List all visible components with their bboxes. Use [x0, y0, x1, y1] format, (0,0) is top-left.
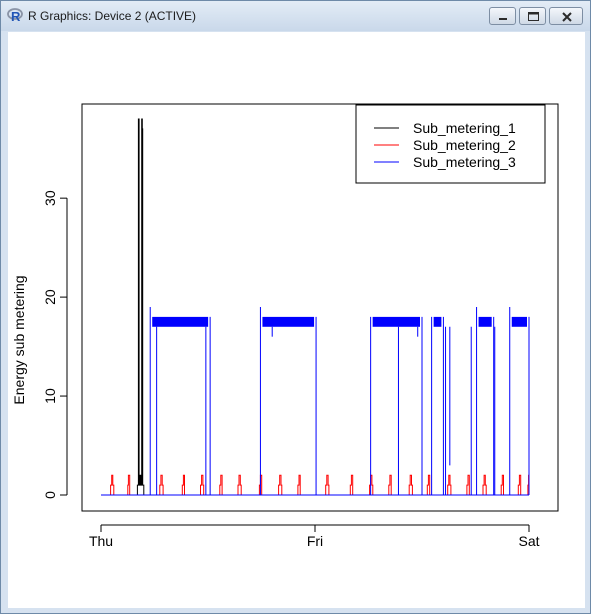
series-sub-metering-3 — [101, 307, 530, 496]
series-block-edge — [509, 307, 530, 495]
legend-item: Sub_metering_1 — [374, 120, 516, 136]
energy-plot: 0 10 20 30 Thu Fri Sat Energy sub metering Su… — [11, 103, 559, 549]
minimize-button[interactable] — [489, 7, 516, 25]
legend-item: Sub_metering_3 — [374, 154, 516, 170]
close-button[interactable] — [549, 7, 583, 25]
series-block-edge — [259, 307, 317, 495]
legend-item: Sub_metering_2 — [374, 137, 516, 153]
series-block — [511, 316, 527, 327]
y-tick-label: 30 — [42, 190, 58, 206]
series-block — [152, 316, 209, 327]
window-title: R Graphics: Device 2 (ACTIVE) — [28, 9, 197, 23]
series-block — [372, 316, 420, 327]
legend-box — [355, 104, 546, 184]
series-sub-metering-1 — [101, 118, 529, 496]
graphics-canvas: 0 10 20 30 Thu Fri Sat Energy sub metering Su… — [8, 32, 585, 608]
minimize-icon — [499, 18, 507, 20]
r-logo-icon: R — [7, 8, 23, 23]
close-icon — [562, 12, 572, 22]
title-bar[interactable]: R R Graphics: Device 2 (ACTIVE) — [1, 1, 590, 31]
legend-label: Sub_metering_2 — [413, 137, 516, 153]
y-tick-label: 0 — [42, 491, 58, 499]
y-axis-label: Energy sub metering — [11, 275, 27, 404]
series-line — [101, 474, 530, 496]
series-block-edge — [370, 316, 423, 495]
series-block — [478, 316, 492, 327]
y-tick-label: 10 — [42, 388, 58, 404]
y-axis: 0 10 20 30 — [42, 190, 68, 499]
x-tick-label: Fri — [307, 533, 323, 549]
x-tick-label: Thu — [89, 533, 113, 549]
series-block — [433, 316, 442, 327]
series-sub-metering-2 — [101, 474, 530, 496]
maximize-icon — [528, 12, 539, 21]
legend-label: Sub_metering_3 — [413, 154, 516, 170]
legend: Sub_metering_1Sub_metering_2Sub_metering… — [355, 104, 546, 184]
y-tick-label: 20 — [42, 289, 58, 305]
legend-label: Sub_metering_1 — [413, 120, 516, 136]
x-tick-label: Sat — [518, 533, 539, 549]
svg-text:R: R — [11, 9, 21, 23]
maximize-button[interactable] — [519, 7, 546, 25]
x-axis: Thu Fri Sat — [89, 524, 540, 549]
series-block-edge — [431, 316, 444, 495]
plot-box — [81, 103, 559, 512]
series-block-edge — [149, 307, 211, 495]
series-block-edge — [476, 307, 495, 495]
series-block — [262, 316, 315, 327]
series-line — [101, 118, 529, 496]
